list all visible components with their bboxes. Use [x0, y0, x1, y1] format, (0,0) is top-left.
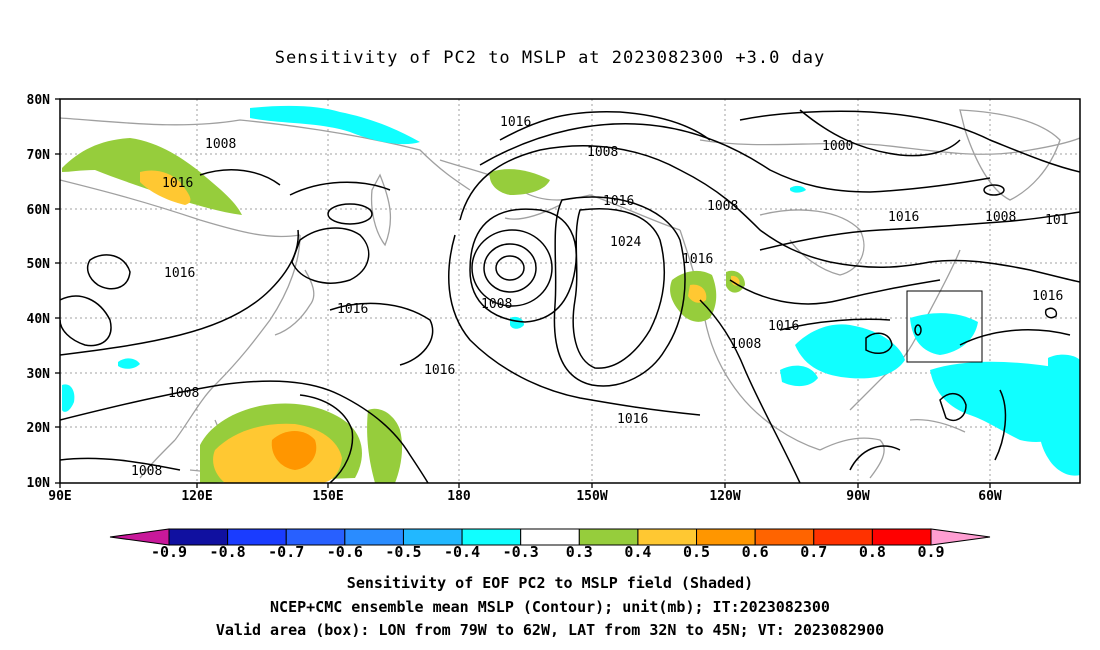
- lat-tick-label: 80N: [27, 93, 51, 108]
- contour-label: 1008: [587, 145, 618, 160]
- lat-tick-label: 70N: [27, 148, 51, 163]
- colorbar-label: -0.9: [151, 543, 187, 561]
- valid-area-box: [906, 290, 983, 363]
- contour-label: 1016: [500, 115, 531, 130]
- contour-label: 1016: [164, 266, 195, 281]
- contour-label: 1008: [205, 137, 236, 152]
- colorbar-label: -0.4: [444, 543, 480, 561]
- shaded-sensitivity: [62, 105, 1080, 483]
- lon-tick-label: 150E: [312, 489, 343, 504]
- contour-label: 1016: [888, 210, 919, 225]
- contour-label: 1008: [131, 464, 162, 479]
- contour-label: 101: [1045, 213, 1068, 228]
- lat-tick-label: 50N: [27, 257, 51, 272]
- caption-line-1: Sensitivity of EOF PC2 to MSLP field (Sh…: [346, 574, 754, 592]
- contour-label: 1000: [822, 139, 853, 154]
- colorbar-label: 0.4: [624, 543, 651, 561]
- colorbar-label: 0.5: [683, 543, 710, 561]
- lon-tick-label: 150W: [576, 489, 607, 504]
- caption-line-3: Valid area (box): LON from 79W to 62W, L…: [215, 621, 885, 639]
- colorbar-label: -0.8: [210, 543, 246, 561]
- axis-ticks: [55, 98, 991, 488]
- contour-label: 1016: [682, 252, 713, 267]
- lat-tick-label: 10N: [27, 476, 51, 491]
- lat-tick-label: 40N: [27, 312, 51, 327]
- colorbar-label: -0.5: [385, 543, 421, 561]
- plot-frame: [59, 98, 1081, 484]
- contour-labels: 1008 1016 1016 1008 1000 1016 1016 1008 …: [131, 115, 1068, 479]
- lat-tick-label: 60N: [27, 203, 51, 218]
- contour-label: 1008: [985, 210, 1016, 225]
- contour-label: 1024: [610, 235, 641, 250]
- contour-label: 1016: [1032, 289, 1063, 304]
- caption-line-2: NCEP+CMC ensemble mean MSLP (Contour); u…: [270, 598, 830, 616]
- colorbar-label: 0.7: [800, 543, 827, 561]
- contour-label: 1008: [707, 199, 738, 214]
- colorbar-label: 0.9: [917, 543, 944, 561]
- colorbar: -0.9 -0.8 -0.7 -0.6 -0.5 -0.4 -0.3 0.3 0.4 0.5 0.6…: [109, 528, 991, 561]
- contour-label: 1016: [337, 302, 368, 317]
- colorbar-label: -0.3: [503, 543, 539, 561]
- lat-tick-label: 20N: [27, 421, 51, 436]
- latitude-labels: 80N 70N 60N 50N 40N 30N 20N 10N: [27, 93, 51, 491]
- mslp-contours: [60, 109, 1080, 483]
- contour-label: 1016: [603, 194, 634, 209]
- map-title: Sensitivity of PC2 to MSLP at 2023082300…: [274, 48, 826, 68]
- contour-label: 1008: [168, 386, 199, 401]
- lon-tick-label: 180: [447, 489, 471, 504]
- colorbar-high-arrow: [930, 528, 991, 546]
- lon-tick-label: 60W: [978, 489, 1002, 504]
- colorbar-label: 0.3: [566, 543, 593, 561]
- lat-tick-label: 30N: [27, 367, 51, 382]
- contour-label: 1016: [162, 176, 193, 191]
- lon-tick-label: 120E: [181, 489, 212, 504]
- contour-label: 1016: [424, 363, 455, 378]
- contour-label: 1016: [768, 319, 799, 334]
- contour-label: 1008: [481, 297, 512, 312]
- colorbar-label: 0.8: [859, 543, 886, 561]
- contour-label: 1008: [730, 337, 761, 352]
- colorbar-label: -0.6: [327, 543, 363, 561]
- lon-tick-label: 120W: [709, 489, 740, 504]
- lon-tick-label: 90E: [48, 489, 71, 504]
- colorbar-label: -0.7: [268, 543, 304, 561]
- longitude-labels: 90E 120E 150E 180 150W 120W 90W 60W: [48, 489, 1002, 504]
- lon-tick-label: 90W: [846, 489, 870, 504]
- contour-label: 1016: [617, 412, 648, 427]
- colorbar-label: 0.6: [742, 543, 769, 561]
